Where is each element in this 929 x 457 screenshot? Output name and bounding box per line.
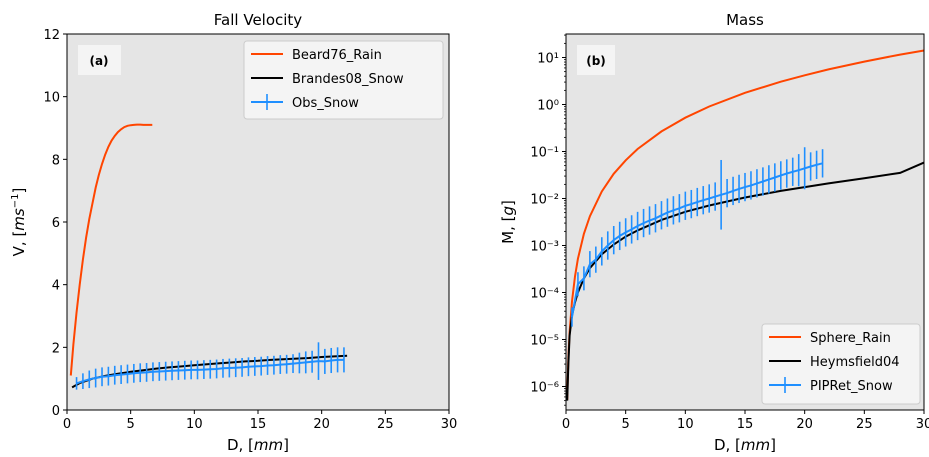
y-axis-label-b: M, [g]	[499, 200, 517, 244]
x-axis-b: 0 5 10 15 20 25 30	[562, 410, 929, 432]
x-axis-label-a: D, [mm]	[227, 436, 289, 454]
panel-label-a: (a)	[89, 54, 108, 68]
x-tick-label: 20	[313, 417, 330, 432]
x-tick-label: 15	[737, 417, 754, 432]
y-axis-a: 0 2 4 6 8 10 12	[43, 28, 67, 419]
y-tick-label: 6	[52, 216, 60, 231]
x-axis-a: 0 5 10 15 20 25 30	[63, 410, 457, 432]
panel-label-b: (b)	[586, 54, 606, 68]
y-tick-label: 12	[43, 28, 60, 43]
y-tick-label: 10⁻¹	[530, 146, 559, 161]
chart-title-a: Fall Velocity	[214, 11, 303, 29]
y-tick-label: 10⁻⁴	[530, 287, 559, 302]
x-tick-label: 30	[441, 417, 458, 432]
y-tick-label: 10¹	[537, 52, 559, 67]
x-tick-label: 10	[677, 417, 694, 432]
x-tick-label: 15	[250, 417, 267, 432]
legend-entry: Sphere_Rain	[810, 331, 891, 346]
y-tick-label: 10	[43, 91, 60, 106]
y-tick-label: 10⁻⁶	[530, 381, 559, 396]
panel-mass: Mass 0 5 10 15 20 25 30 10⁻⁶10⁻⁵10⁻⁴10⁻³10⁻²10…	[499, 11, 929, 454]
x-tick-label: 30	[916, 417, 929, 432]
x-tick-label: 20	[796, 417, 813, 432]
y-axis-b: 10⁻⁶ 10⁻⁵ 10⁻⁴ 10⁻³ 10⁻² 10⁻¹ 10⁰ 10¹	[530, 35, 566, 405]
y-tick-label: 10⁻³	[530, 240, 559, 255]
legend-entry: Heymsfield04	[810, 355, 900, 370]
x-tick-label: 0	[562, 417, 570, 432]
y-tick-label: 10⁻²	[530, 193, 559, 208]
legend-entry: Brandes08_Snow	[292, 72, 404, 87]
x-tick-label: 25	[856, 417, 873, 432]
y-tick-label: 10⁻⁵	[530, 334, 559, 349]
panel-fall-velocity: Fall Velocity 0 5 10 15 20 25 30 0 2 4 6 8 10 12 (a)…	[10, 11, 457, 454]
y-tick-label: 4	[52, 279, 60, 294]
y-axis-label-a: V, [ms−1]	[10, 188, 28, 257]
x-axis-label-b: D, [mm]	[714, 436, 776, 454]
legend-a: Beard76_Rain Brandes08_Snow Obs_Snow	[244, 41, 443, 119]
legend-entry: PIPRet_Snow	[810, 379, 893, 394]
x-tick-label: 5	[622, 417, 630, 432]
y-tick-label: 2	[52, 341, 60, 356]
y-tick-label: 8	[52, 153, 60, 168]
y-tick-label: 0	[52, 404, 60, 419]
x-tick-label: 25	[377, 417, 394, 432]
x-tick-label: 10	[186, 417, 203, 432]
legend-entry: Beard76_Rain	[292, 48, 382, 63]
legend-entry: Obs_Snow	[292, 96, 359, 111]
y-tick-label: 10⁰	[537, 99, 559, 114]
x-tick-label: 5	[127, 417, 135, 432]
chart-title-b: Mass	[726, 11, 764, 29]
legend-b: Sphere_Rain Heymsfield04 PIPRet_Snow	[762, 324, 920, 404]
x-tick-label: 0	[63, 417, 71, 432]
